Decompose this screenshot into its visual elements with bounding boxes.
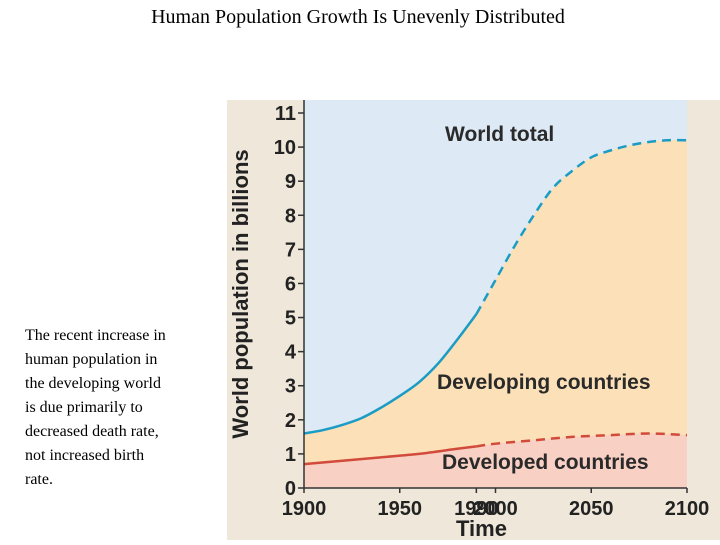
caption-line: rate. [25,471,53,488]
slide-title: Human Population Growth Is Unevenly Dist… [151,6,565,28]
y-tick-label: 6 [285,273,296,295]
x-axis-title: Time [456,516,507,540]
world-total-label: World total [445,123,554,146]
y-tick-label: 1 [285,444,296,466]
caption-line: decreased death rate, [25,423,159,440]
world-total-line-historical [303,313,478,435]
developed-countries-line-projected [476,432,688,448]
x-tick-label: 1900 [282,498,327,520]
developed-countries-label: Developed countries [442,451,649,474]
x-tick-label: 1990 [454,498,499,520]
caption: The recent increase in human population … [25,324,215,492]
population-chart: 0 1 2 3 4 5 6 7 8 9 10 11 1900 1950 1990 2000 2050 2100 T… [227,100,720,541]
developing-countries-label: Developing countries [437,371,651,394]
caption-line: not increased birth [25,447,145,464]
x-tick-label: 2000 [473,498,518,520]
caption-line: The recent increase in [25,327,166,344]
y-tick-label: 5 [285,308,296,330]
y-tick-label: 10 [274,137,296,159]
y-tick-label: 8 [285,205,296,227]
y-tick-label: 3 [285,376,296,398]
world-total-line-projected [475,138,688,315]
developing-countries-area [304,140,687,488]
developed-countries-line-historical [303,445,477,466]
x-tick-label: 1950 [378,498,423,520]
y-tick-label: 2 [285,410,296,432]
x-tick-label: 2050 [569,498,614,520]
y-tick-label: 0 [285,478,296,500]
caption-line: is due primarily to [25,399,143,416]
caption-line: human population in [25,351,158,368]
x-tick-label: 2100 [665,498,710,520]
y-tick-label: 11 [275,103,296,125]
y-tick-label: 7 [285,239,296,261]
caption-line: the developing world [25,375,161,392]
y-tick-label: 4 [285,342,297,364]
y-tick-label: 9 [285,171,296,193]
developed-countries-area [304,433,687,488]
y-axis-title: World population in billions [228,149,253,438]
